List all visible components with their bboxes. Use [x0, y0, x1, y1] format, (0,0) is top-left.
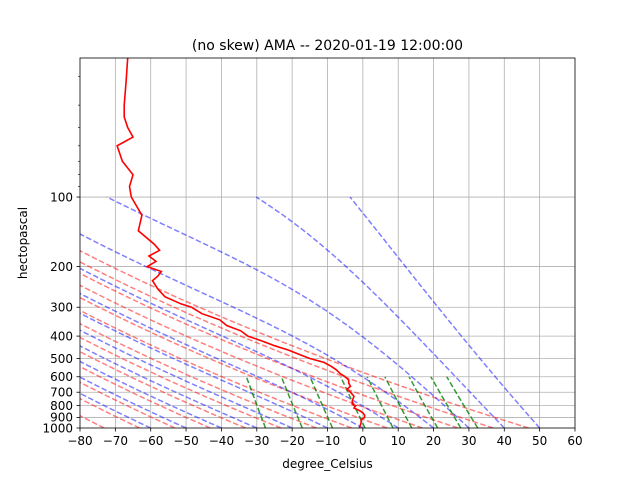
moist-adiabats — [80, 196, 541, 428]
x-tick-label: −80 — [67, 434, 92, 448]
y-tick-label: 200 — [50, 260, 73, 274]
x-axis-label: degree_Celsius — [282, 457, 373, 471]
dry-adiabat-line — [80, 261, 494, 428]
x-tick-label: −70 — [103, 434, 128, 448]
y-tick-label: 500 — [50, 352, 73, 366]
dry-adiabat-line — [80, 322, 317, 428]
y-axis-label: hectopascal — [16, 207, 30, 279]
moist-adiabat-line — [80, 329, 293, 428]
moist-adiabat-line — [80, 360, 222, 428]
dry-adiabats — [80, 249, 529, 428]
moist-adiabat-line — [80, 267, 399, 428]
mixing-ratio-line — [408, 376, 439, 428]
chart-title: (no skew) AMA -- 2020-01-19 12:00:00 — [192, 38, 463, 54]
x-tick-label: 20 — [426, 434, 441, 448]
x-tick-label: 50 — [532, 434, 547, 448]
y-tick-label: 1000 — [42, 421, 73, 435]
x-axis-ticks: −80 −70 −60 −50 −40 −30 −20 −10 0 10 20 30 40 50 60 — [67, 428, 583, 448]
mixing-ratio-line — [245, 376, 267, 428]
x-tick-label: −30 — [244, 434, 269, 448]
dry-adiabat-line — [80, 249, 529, 428]
moist-adiabat-line — [80, 292, 364, 428]
x-tick-label: −60 — [138, 434, 163, 448]
y-tick-label: 900 — [50, 411, 73, 425]
y-tick-label: 400 — [50, 329, 73, 343]
x-tick-label: 10 — [391, 434, 406, 448]
x-tick-label: −50 — [173, 434, 198, 448]
x-tick-label: −10 — [315, 434, 340, 448]
mixing-ratio-line — [446, 376, 479, 428]
mixing-ratio-line — [366, 376, 394, 428]
moist-adiabat-line — [80, 233, 435, 428]
grid-lines — [80, 58, 575, 428]
dry-adiabat-line — [80, 336, 282, 428]
moist-adiabat-line — [80, 345, 258, 428]
dry-adiabat-line — [80, 296, 388, 428]
x-tick-label: −20 — [279, 434, 304, 448]
moist-adiabat-line — [80, 312, 328, 428]
mixing-ratio-lines — [245, 376, 479, 428]
dry-adiabat-line — [80, 284, 423, 428]
y-tick-label: 100 — [50, 190, 73, 204]
y-tick-label: 600 — [50, 370, 73, 384]
y-tick-label: 300 — [50, 301, 73, 315]
temperature-line — [116, 58, 366, 428]
plot-curves — [80, 58, 541, 428]
x-tick-label: 30 — [461, 434, 476, 448]
y-axis-minor-ticks — [78, 75, 80, 187]
moist-adiabat-line — [106, 196, 470, 428]
x-tick-label: 60 — [567, 434, 582, 448]
y-tick-label: 700 — [50, 386, 73, 400]
x-tick-label: 40 — [497, 434, 512, 448]
moist-adiabat-line — [349, 196, 541, 428]
x-tick-label: −40 — [209, 434, 234, 448]
dry-adiabat-line — [80, 365, 211, 428]
moist-adiabat-line — [255, 196, 505, 428]
mixing-ratio-line — [384, 376, 413, 428]
mixing-ratio-line — [430, 376, 462, 428]
mixing-ratio-line — [309, 376, 334, 428]
x-tick-label: 0 — [359, 434, 367, 448]
y-tick-label: 800 — [50, 399, 73, 413]
mixing-ratio-line — [280, 376, 303, 428]
dry-adiabat-line — [80, 350, 246, 428]
